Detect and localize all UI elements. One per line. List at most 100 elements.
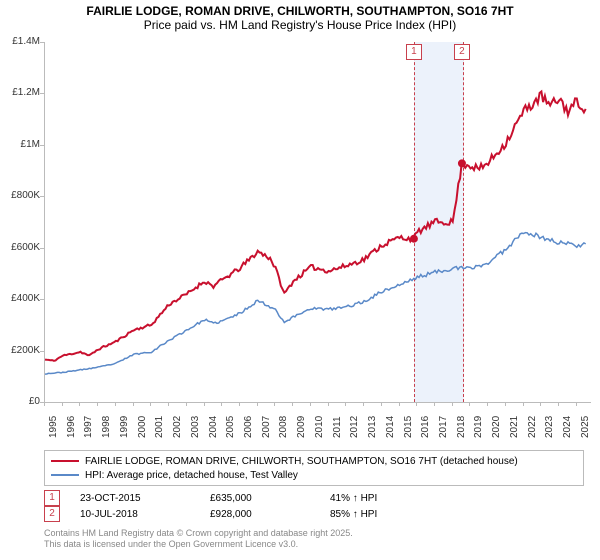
xtick-mark [44,402,45,406]
xtick-label: 2002 [172,416,183,438]
xtick-mark [168,402,169,406]
ytick-mark [40,93,44,94]
xtick-mark [576,402,577,406]
xtick-mark [540,402,541,406]
title-line-2: Price paid vs. HM Land Registry's House … [0,18,600,32]
ytick-label: £1M [0,139,40,150]
plot-svg [45,42,591,402]
sale-marker-box: 1 [406,44,422,60]
xtick-label: 2003 [190,416,201,438]
xtick-label: 2007 [261,416,272,438]
xtick-mark [505,402,506,406]
xtick-label: 2008 [278,416,289,438]
xtick-mark [381,402,382,406]
ytick-mark [40,351,44,352]
legend-label-price: FAIRLIE LODGE, ROMAN DRIVE, CHILWORTH, S… [85,456,518,467]
footer: Contains HM Land Registry data © Crown c… [44,528,353,551]
xtick-label: 2018 [456,416,467,438]
sale-row-2: 2 10-JUL-2018 £928,000 85% ↑ HPI [44,506,584,522]
xtick-mark [115,402,116,406]
xtick-mark [239,402,240,406]
xtick-label: 2006 [243,416,254,438]
xtick-label: 1998 [101,416,112,438]
xtick-label: 2000 [137,416,148,438]
xtick-label: 1997 [83,416,94,438]
xtick-label: 2017 [438,416,449,438]
xtick-label: 2012 [349,416,360,438]
ytick-label: £1.2M [0,87,40,98]
xtick-label: 2019 [473,416,484,438]
xtick-mark [186,402,187,406]
xtick-label: 2010 [314,416,325,438]
sale-idx-2: 2 [44,506,60,522]
xtick-mark [523,402,524,406]
ytick-mark [40,196,44,197]
xtick-mark [257,402,258,406]
xtick-mark [274,402,275,406]
xtick-mark [469,402,470,406]
xtick-mark [434,402,435,406]
ytick-label: £1.4M [0,36,40,47]
legend-row-2: HPI: Average price, detached house, Test… [51,468,577,482]
sale-delta-1: 41% ↑ HPI [330,493,450,504]
sale-point-marker [410,235,418,243]
xtick-mark [221,402,222,406]
sale-date-2: 10-JUL-2018 [80,509,210,520]
xtick-label: 2015 [403,416,414,438]
legend-swatch-hpi [51,474,79,476]
xtick-label: 2005 [225,416,236,438]
xtick-label: 2013 [367,416,378,438]
xtick-mark [363,402,364,406]
xtick-label: 2009 [296,416,307,438]
xtick-label: 2021 [509,416,520,438]
xtick-label: 2025 [580,416,591,438]
ytick-label: £400K [0,293,40,304]
xtick-mark [345,402,346,406]
ytick-mark [40,248,44,249]
xtick-label: 2023 [544,416,555,438]
xtick-label: 2020 [491,416,502,438]
xtick-label: 2022 [527,416,538,438]
sale-row-1: 1 23-OCT-2015 £635,000 41% ↑ HPI [44,490,584,506]
title-block: FAIRLIE LODGE, ROMAN DRIVE, CHILWORTH, S… [0,0,600,33]
footer-line-2: This data is licensed under the Open Gov… [44,539,353,550]
xtick-label: 1995 [48,416,59,438]
ytick-label: £0 [0,396,40,407]
sale-date-1: 23-OCT-2015 [80,493,210,504]
sale-point-marker [458,159,466,167]
xtick-mark [558,402,559,406]
xtick-label: 1999 [119,416,130,438]
ytick-mark [40,145,44,146]
xtick-mark [204,402,205,406]
ytick-mark [40,42,44,43]
legend-swatch-price [51,460,79,462]
xtick-mark [310,402,311,406]
legend-row-1: FAIRLIE LODGE, ROMAN DRIVE, CHILWORTH, S… [51,454,577,468]
xtick-mark [416,402,417,406]
chart-container: FAIRLIE LODGE, ROMAN DRIVE, CHILWORTH, S… [0,0,600,560]
xtick-mark [487,402,488,406]
xtick-label: 2024 [562,416,573,438]
series-hpi [45,233,586,375]
series-price_paid [45,92,586,361]
xtick-mark [62,402,63,406]
sale-delta-2: 85% ↑ HPI [330,509,450,520]
xtick-label: 2016 [420,416,431,438]
sale-price-1: £635,000 [210,493,330,504]
xtick-mark [452,402,453,406]
xtick-label: 2014 [385,416,396,438]
ytick-label: £600K [0,242,40,253]
xtick-mark [150,402,151,406]
ytick-label: £800K [0,190,40,201]
xtick-mark [79,402,80,406]
xtick-label: 2001 [154,416,165,438]
sale-table: 1 23-OCT-2015 £635,000 41% ↑ HPI 2 10-JU… [44,490,584,522]
ytick-label: £200K [0,345,40,356]
xtick-mark [292,402,293,406]
xtick-label: 1996 [66,416,77,438]
xtick-mark [133,402,134,406]
footer-line-1: Contains HM Land Registry data © Crown c… [44,528,353,539]
xtick-mark [399,402,400,406]
sale-marker-box: 2 [454,44,470,60]
title-line-1: FAIRLIE LODGE, ROMAN DRIVE, CHILWORTH, S… [0,4,600,18]
